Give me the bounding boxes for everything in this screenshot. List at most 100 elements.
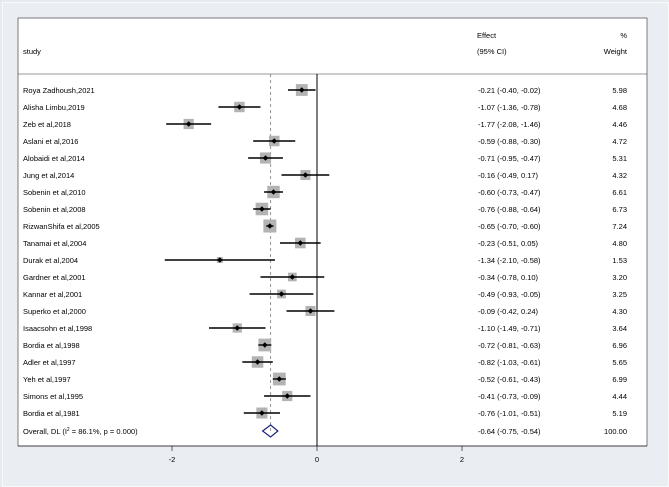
study-row: Durak et al,2004 -1.34 (-2.10, -0.58) 1.53 bbox=[23, 256, 627, 265]
study-ci-text: -0.60 (-0.73, -0.47) bbox=[478, 188, 541, 197]
study-row: Isaacsohn et al,1998 -1.10 (-1.49, -0.71)… bbox=[23, 323, 627, 333]
study-row: Aslani et al,2016 -0.59 (-0.88, -0.30) 4.7… bbox=[23, 135, 627, 147]
study-weight-text: 5.98 bbox=[612, 86, 627, 95]
study-ci-text: -0.21 (-0.40, -0.02) bbox=[478, 86, 541, 95]
forest-plot: study Effect (95% CI) % Weight -2 0 2 Roya… bbox=[17, 17, 648, 464]
study-weight-text: 4.30 bbox=[612, 307, 627, 316]
overall-ci-text: -0.64 (-0.75, -0.54) bbox=[478, 427, 541, 436]
study-ci-text: -0.16 (-0.49, 0.17) bbox=[478, 171, 539, 180]
overall-weight-text: 100.00 bbox=[604, 427, 627, 436]
study-ci-text: -0.72 (-0.81, -0.63) bbox=[478, 341, 541, 350]
study-ci-text: -0.76 (-1.01, -0.51) bbox=[478, 409, 541, 418]
study-ci-text: -1.34 (-2.10, -0.58) bbox=[478, 256, 541, 265]
study-weight-text: 4.80 bbox=[612, 239, 627, 248]
study-row: Simons et al,1995 -0.41 (-0.73, -0.09) 4.4… bbox=[23, 390, 627, 402]
x-tick-label: -2 bbox=[169, 455, 176, 464]
study-row: Sobenin et al,2010 -0.60 (-0.73, -0.47) 6.… bbox=[23, 185, 627, 199]
study-ci-text: -1.10 (-1.49, -0.71) bbox=[478, 324, 541, 333]
plot-area bbox=[17, 17, 648, 447]
study-row: Alisha Limbu,2019 -1.07 (-1.36, -0.78) 4.6… bbox=[23, 101, 627, 113]
study-row: Tanamai et al,2004 -0.23 (-0.51, 0.05) 4.8… bbox=[23, 237, 627, 249]
study-ci-text: -0.49 (-0.93, -0.05) bbox=[478, 290, 541, 299]
study-point bbox=[297, 240, 304, 246]
study-row: Roya Zadhoush,2021 -0.21 (-0.40, -0.02) 5.… bbox=[23, 84, 627, 96]
overall-row: Overall, DL (I2 = 86.1%, p = 0.000) -0.6… bbox=[23, 424, 627, 438]
study-point bbox=[276, 376, 283, 382]
study-rows: Roya Zadhoush,2021 -0.21 (-0.40, -0.02) 5.… bbox=[23, 84, 627, 419]
study-name: Adler et al,1997 bbox=[23, 358, 76, 367]
study-row: Superko et al,2000 -0.09 (-0.42, 0.24) 4.3… bbox=[23, 305, 627, 317]
study-ci-text: -0.52 (-0.61, -0.43) bbox=[478, 375, 541, 384]
study-weight-text: 1.53 bbox=[612, 256, 627, 265]
study-name: Zeb et al,2018 bbox=[23, 120, 71, 129]
study-ci-text: -0.82 (-1.03, -0.61) bbox=[478, 358, 541, 367]
study-point bbox=[302, 172, 309, 178]
study-name: Alisha Limbu,2019 bbox=[23, 103, 85, 112]
study-point bbox=[259, 206, 265, 212]
x-tick-label: 0 bbox=[315, 455, 319, 464]
overall-label: Overall, DL (I2 = 86.1%, p = 0.000) bbox=[23, 427, 138, 436]
study-name: Alobaidi et al,2014 bbox=[23, 154, 85, 163]
study-weight-text: 6.73 bbox=[612, 205, 627, 214]
study-name: Bordia et al,1981 bbox=[23, 409, 80, 418]
study-name: Roya Zadhoush,2021 bbox=[23, 86, 95, 95]
header-ci: (95% CI) bbox=[477, 47, 507, 56]
header: study Effect (95% CI) % Weight bbox=[23, 31, 628, 56]
study-point bbox=[267, 223, 273, 229]
study-weight-text: 3.64 bbox=[612, 324, 627, 333]
study-ci-text: -1.07 (-1.36, -0.78) bbox=[478, 103, 541, 112]
study-weight-text: 3.20 bbox=[612, 273, 627, 282]
x-tick-label: 2 bbox=[460, 455, 464, 464]
study-point bbox=[234, 325, 241, 331]
study-point bbox=[278, 291, 285, 297]
study-ci-text: -0.23 (-0.51, 0.05) bbox=[478, 239, 539, 248]
study-ci-text: -0.71 (-0.95, -0.47) bbox=[478, 154, 541, 163]
study-point bbox=[262, 155, 269, 161]
study-name: Bordia et al,1998 bbox=[23, 341, 80, 350]
study-ci-text: -0.76 (-0.88, -0.64) bbox=[478, 205, 541, 214]
study-row: Gardner et al,2001 -0.34 (-0.78, 0.10) 3.2… bbox=[23, 272, 627, 282]
header-effect: Effect bbox=[477, 31, 497, 40]
study-point bbox=[217, 257, 223, 263]
study-row: Sobenin et al,2008 -0.76 (-0.88, -0.64) 6.… bbox=[23, 202, 627, 216]
study-point bbox=[271, 138, 278, 144]
study-ci-text: -0.09 (-0.42, 0.24) bbox=[478, 307, 539, 316]
study-name: RizwanShifa et al,2005 bbox=[23, 222, 100, 231]
study-weight-text: 6.61 bbox=[612, 188, 627, 197]
header-study: study bbox=[23, 47, 41, 56]
study-ci-text: -0.59 (-0.88, -0.30) bbox=[478, 137, 541, 146]
study-point bbox=[185, 121, 192, 127]
study-ci-text: -0.65 (-0.70, -0.60) bbox=[478, 222, 541, 231]
study-name: Aslani et al,2016 bbox=[23, 137, 78, 146]
header-weight: Weight bbox=[604, 47, 628, 56]
study-name: Jung et al,2014 bbox=[23, 171, 74, 180]
study-name: Simons et al,1995 bbox=[23, 392, 83, 401]
study-name: Superko et al,2000 bbox=[23, 307, 86, 316]
study-weight-text: 6.99 bbox=[612, 375, 627, 384]
study-row: RizwanShifa et al,2005 -0.65 (-0.70, -0.6… bbox=[23, 219, 627, 233]
study-weight-text: 6.96 bbox=[612, 341, 627, 350]
study-weight-text: 7.24 bbox=[612, 222, 627, 231]
study-point bbox=[307, 308, 314, 314]
study-weight-text: 4.72 bbox=[612, 137, 627, 146]
study-name: Gardner et al,2001 bbox=[23, 273, 86, 282]
study-name: Isaacsohn et al,1998 bbox=[23, 324, 92, 333]
study-weight-text: 4.44 bbox=[612, 392, 627, 401]
study-row: Zeb et al,2018 -1.77 (-2.08, -1.46) 4.46 bbox=[23, 118, 627, 130]
study-weight-text: 5.31 bbox=[612, 154, 627, 163]
study-ci-text: -0.41 (-0.73, -0.09) bbox=[478, 392, 541, 401]
study-weight-text: 4.68 bbox=[612, 103, 627, 112]
study-point bbox=[262, 342, 268, 348]
study-row: Yeh et al,1997 -0.52 (-0.61, -0.43) 6.99 bbox=[23, 372, 627, 386]
study-name: Sobenin et al,2010 bbox=[23, 188, 86, 197]
study-name: Yeh et al,1997 bbox=[23, 375, 71, 384]
study-row: Kannar et al,2001 -0.49 (-0.93, -0.05) 3.2… bbox=[23, 289, 627, 299]
study-weight-text: 4.46 bbox=[612, 120, 627, 129]
study-point bbox=[284, 393, 291, 399]
overall-diamond bbox=[261, 424, 279, 438]
study-name: Sobenin et al,2008 bbox=[23, 205, 86, 214]
study-weight-text: 5.65 bbox=[612, 358, 627, 367]
study-point bbox=[254, 359, 261, 365]
study-point bbox=[289, 274, 296, 280]
